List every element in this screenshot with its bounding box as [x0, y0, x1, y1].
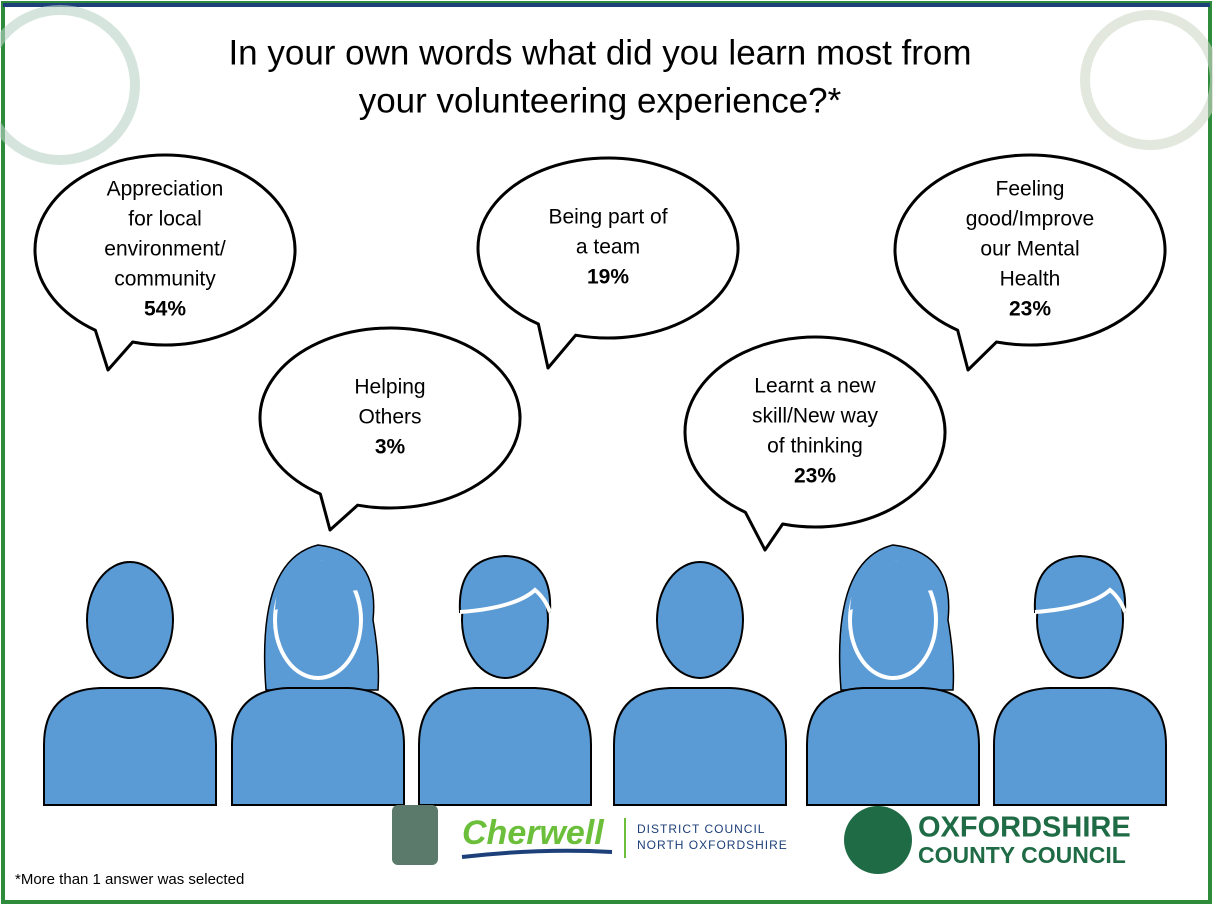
body	[613, 687, 787, 806]
logo-text: OXFORDSHIRE	[918, 812, 1131, 844]
person	[231, 544, 405, 806]
body	[806, 687, 980, 806]
title-line: your volunteering experience?*	[359, 81, 842, 120]
speech-bubble: Learnt a new skill/New way of thinking 23%	[683, 335, 947, 552]
hair-line	[1034, 587, 1127, 614]
body	[43, 687, 217, 806]
person	[993, 554, 1167, 806]
people	[43, 544, 1167, 806]
bubble-text: for local	[128, 208, 202, 231]
bubble-percent: 19%	[587, 266, 629, 289]
bubble-percent: 23%	[794, 465, 836, 488]
bubble-percent: 54%	[144, 298, 186, 321]
logo-text: COUNTY COUNCIL	[918, 842, 1126, 868]
bubble-text: a team	[576, 236, 640, 259]
fringe	[275, 559, 358, 610]
bubble-text: Learnt a new	[754, 375, 876, 398]
bubble-text: Appreciation	[107, 178, 224, 201]
person	[418, 554, 592, 806]
bubble-text: Helping	[354, 376, 425, 399]
speech-bubble: Being part of a team 19%	[476, 156, 740, 370]
logo-text: NORTH OXFORDSHIRE	[637, 838, 788, 852]
speech-bubble: Feeling good/Improve our Mental Health 23%	[893, 153, 1167, 372]
bubble-text: of thinking	[767, 435, 863, 458]
crest-icon	[844, 806, 912, 874]
bubble-text: our Mental	[980, 238, 1079, 261]
bubble-text: Others	[358, 406, 421, 429]
person	[43, 561, 217, 806]
bubble-shape	[893, 153, 1167, 372]
fringe	[850, 559, 933, 610]
head	[656, 561, 744, 679]
bubble-percent: 23%	[1009, 298, 1051, 321]
body	[993, 687, 1167, 806]
bubble-shape	[683, 335, 947, 552]
hair-line	[459, 587, 552, 614]
bubble-percent: 3%	[375, 436, 406, 459]
speech-bubble: Helping Others 3%	[258, 326, 522, 532]
cherwell-logo: Cherwell DISTRICT COUNCIL NORTH OXFORDSH…	[392, 805, 788, 865]
bubble-shape	[33, 153, 297, 372]
body	[418, 687, 592, 806]
crest-icon	[392, 805, 438, 865]
bubble-text: community	[114, 268, 216, 291]
logo-text: Cherwell	[462, 814, 605, 852]
head	[86, 561, 174, 679]
bubble-text: Health	[1000, 268, 1061, 291]
bubble-text: skill/New way	[752, 405, 879, 428]
footnote: *More than 1 answer was selected	[15, 871, 244, 888]
crest-watermark	[0, 5, 140, 165]
bubble-shape	[258, 326, 522, 532]
speech-bubble: Appreciation for local environment/communi…	[33, 153, 297, 372]
top-bar	[3, 3, 1210, 7]
swoosh	[461, 848, 613, 859]
oxfordshire-logo: OXFORDSHIRE COUNTY COUNCIL	[844, 806, 1131, 874]
bubble-text: environment/	[104, 238, 226, 261]
body	[231, 687, 405, 806]
bubble-text: good/Improve	[966, 208, 1094, 231]
person	[613, 561, 787, 806]
bubbles: Appreciation for local environment/communi…	[33, 153, 1167, 552]
bubble-text: Feeling	[996, 178, 1065, 201]
bubble-shape	[476, 156, 740, 370]
person	[806, 544, 980, 806]
logo-text: DISTRICT COUNCIL	[637, 822, 765, 836]
title-line: In your own words what did you learn mos…	[228, 33, 971, 72]
bubble-text: Being part of	[548, 206, 667, 229]
crest-watermark	[1080, 10, 1213, 150]
